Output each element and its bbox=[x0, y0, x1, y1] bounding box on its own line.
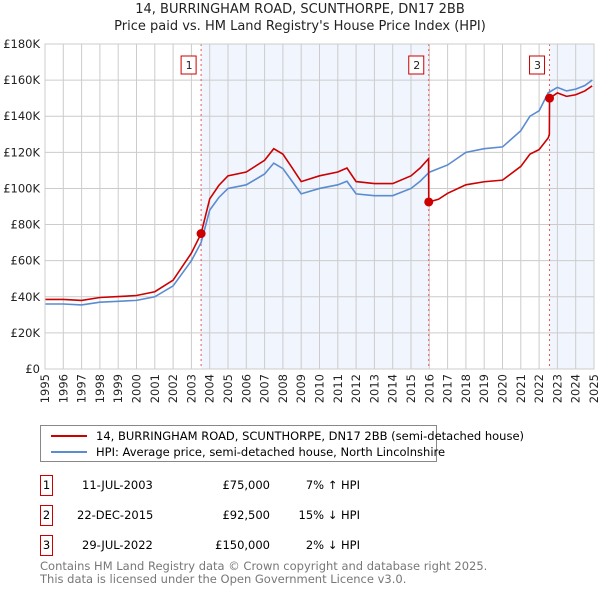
x-tick-label: 2004 bbox=[203, 374, 217, 403]
x-tick-label: 2018 bbox=[459, 374, 473, 403]
y-tick-label: £0 bbox=[25, 362, 40, 376]
x-tick-label: 2025 bbox=[587, 374, 600, 403]
sale-date: 22-DEC-2015 bbox=[77, 508, 154, 522]
sale-price: £75,000 bbox=[222, 478, 270, 492]
price-paid-line bbox=[45, 85, 593, 302]
x-tick-label: 2005 bbox=[221, 374, 235, 403]
shaded-period bbox=[549, 44, 594, 369]
y-tick-label: £20K bbox=[11, 326, 41, 340]
sale-marker-label: 3 bbox=[534, 59, 541, 72]
y-tick-label: £80K bbox=[11, 218, 41, 232]
shaded-period bbox=[201, 44, 429, 369]
sale-marker-box bbox=[180, 55, 197, 75]
sale-hpi-diff: 2% ↓ HPI bbox=[305, 538, 360, 552]
x-tick-label: 2010 bbox=[313, 374, 327, 403]
x-tick-label: 2024 bbox=[569, 374, 583, 403]
x-tick-label: 2014 bbox=[386, 374, 400, 403]
sale-point bbox=[545, 93, 555, 103]
x-tick-label: 2016 bbox=[422, 374, 436, 403]
x-tick-label: 2002 bbox=[166, 374, 180, 403]
x-tick-label: 1998 bbox=[93, 374, 107, 403]
chart-subtitle: Price paid vs. HM Land Registry's House … bbox=[114, 19, 486, 34]
x-tick-label: 2000 bbox=[130, 374, 144, 403]
sale-marker-badge: 3 bbox=[40, 535, 53, 556]
sale-row: 1 11-JUL-2003 £75,000 7% ↑ HPI bbox=[40, 475, 440, 496]
y-tick-label: £180K bbox=[3, 37, 40, 51]
x-tick-label: 2001 bbox=[148, 374, 162, 403]
sale-hpi-diff: 7% ↑ HPI bbox=[305, 478, 360, 492]
sale-marker-label: 2 bbox=[413, 59, 420, 72]
x-tick-label: 2012 bbox=[349, 374, 363, 403]
y-tick-label: £60K bbox=[11, 254, 41, 268]
x-tick-label: 2006 bbox=[239, 374, 253, 403]
x-tick-label: 2003 bbox=[184, 374, 198, 403]
sale-marker-badge: 1 bbox=[40, 475, 53, 496]
x-tick-label: 2011 bbox=[331, 374, 345, 403]
legend-item-property: 14, BURRINGHAM ROAD, SCUNTHORPE, DN17 2B… bbox=[51, 429, 524, 443]
sale-date: 11-JUL-2003 bbox=[82, 478, 153, 492]
x-tick-label: 2008 bbox=[276, 374, 290, 403]
x-tick-label: 2019 bbox=[477, 374, 491, 403]
red-line-swatch bbox=[51, 435, 87, 437]
sale-point bbox=[196, 229, 206, 239]
sale-date: 29-JUL-2022 bbox=[82, 538, 153, 552]
x-tick-label: 2022 bbox=[532, 374, 546, 403]
x-tick-label: 1997 bbox=[75, 374, 89, 403]
sale-marker-badge: 2 bbox=[40, 505, 53, 526]
y-tick-label: £140K bbox=[3, 109, 40, 123]
y-tick-label: £100K bbox=[3, 181, 40, 195]
sale-marker-box bbox=[408, 55, 425, 75]
x-tick-label: 2020 bbox=[496, 374, 510, 403]
blue-line-swatch bbox=[51, 451, 87, 453]
legend-label: HPI: Average price, semi-detached house,… bbox=[96, 445, 446, 459]
legend: 14, BURRINGHAM ROAD, SCUNTHORPE, DN17 2B… bbox=[40, 425, 524, 462]
x-tick-label: 2023 bbox=[550, 374, 564, 403]
copyright-note: Contains HM Land Registry data © Crown c… bbox=[40, 559, 488, 573]
legend-label: 14, BURRINGHAM ROAD, SCUNTHORPE, DN17 2B… bbox=[96, 429, 525, 443]
sale-price: £92,500 bbox=[222, 508, 270, 522]
sale-marker-box bbox=[529, 55, 546, 75]
x-tick-label: 1995 bbox=[38, 374, 52, 403]
sale-hpi-diff: 15% ↓ HPI bbox=[298, 508, 360, 522]
x-tick-label: 2021 bbox=[514, 374, 528, 403]
sale-point bbox=[424, 197, 434, 207]
x-tick-label: 2007 bbox=[258, 374, 272, 403]
licence-note: This data is licensed under the Open Gov… bbox=[40, 572, 407, 586]
x-tick-label: 2015 bbox=[404, 374, 418, 403]
x-tick-label: 2013 bbox=[367, 374, 381, 403]
x-tick-label: 1999 bbox=[111, 374, 125, 403]
legend-item-hpi: HPI: Average price, semi-detached house,… bbox=[51, 445, 445, 459]
sale-row: 2 22-DEC-2015 £92,500 15% ↓ HPI bbox=[40, 505, 440, 526]
x-tick-label: 2017 bbox=[441, 374, 455, 403]
x-tick-label: 2009 bbox=[294, 374, 308, 403]
price-chart: 1995 1996 1997 1998 1999 2000 2001 2002 2003 2004… bbox=[3, 37, 600, 403]
y-tick-label: £40K bbox=[11, 290, 41, 304]
x-tick-label: 1996 bbox=[56, 374, 70, 403]
sale-price: £150,000 bbox=[215, 538, 270, 552]
plot-frame bbox=[44, 43, 595, 370]
y-tick-label: £120K bbox=[3, 145, 40, 159]
sale-marker-label: 1 bbox=[186, 59, 193, 72]
chart-title: 14, BURRINGHAM ROAD, SCUNTHORPE, DN17 2B… bbox=[135, 2, 465, 17]
sale-row: 3 29-JUL-2022 £150,000 2% ↓ HPI bbox=[40, 535, 440, 556]
y-tick-label: £160K bbox=[3, 73, 40, 87]
hpi-line bbox=[45, 79, 593, 306]
